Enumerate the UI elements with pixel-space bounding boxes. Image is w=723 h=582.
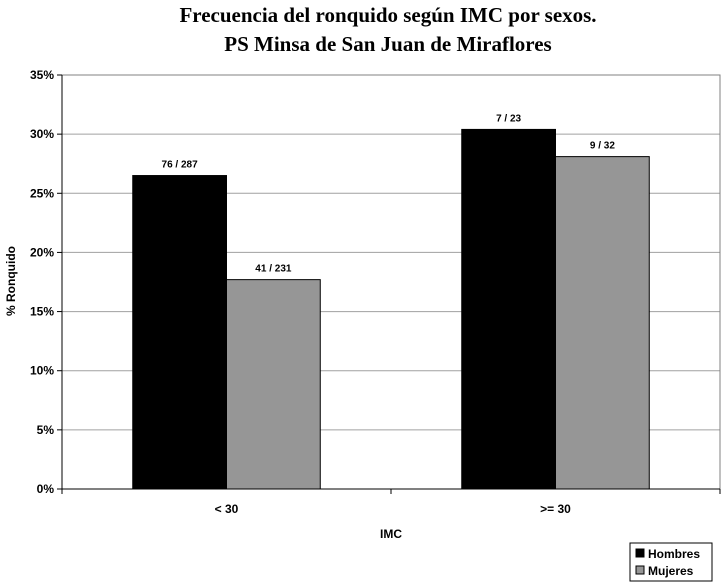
y-tick-label: 5% <box>37 423 55 437</box>
y-tick-label: 15% <box>30 305 54 319</box>
y-tick-label: 10% <box>30 364 54 378</box>
data-label: 76 / 287 <box>162 160 199 171</box>
legend-swatch-hombres <box>635 548 645 558</box>
x-tick-label: < 30 <box>215 502 239 516</box>
bar-mujeres-1 <box>226 279 321 490</box>
y-tick-label: 35% <box>30 68 54 82</box>
y-tick-label: 20% <box>30 245 54 259</box>
legend-swatch-mujeres <box>635 565 645 575</box>
bar-hombres-2 <box>461 128 556 490</box>
legend: Hombres Mujeres <box>629 542 713 582</box>
y-tick-label: 30% <box>30 127 54 141</box>
bars <box>132 128 650 490</box>
chart-title: Frecuencia del ronquido según IMC por se… <box>179 3 596 27</box>
axes <box>57 74 721 494</box>
legend-label-hombres: Hombres <box>648 547 700 561</box>
bar-mujeres-2 <box>555 156 650 490</box>
data-labels: 76 / 287 41 / 231 7 / 23 9 / 32 <box>162 113 616 274</box>
data-label: 9 / 32 <box>590 141 615 152</box>
y-tick-label: 25% <box>30 186 54 200</box>
bar-hombres-1 <box>132 175 227 490</box>
legend-label-mujeres: Mujeres <box>648 564 694 578</box>
x-tick-label: >= 30 <box>540 502 571 516</box>
data-label: 7 / 23 <box>496 113 521 124</box>
chart-subtitle: PS Minsa de San Juan de Miraflores <box>224 32 551 56</box>
y-tick-labels: 0% 5% 10% 15% 20% 25% 30% 35% <box>30 68 54 496</box>
x-tick-labels: < 30 >= 30 <box>215 502 572 516</box>
x-axis-label: IMC <box>380 527 402 541</box>
y-axis-label: % Ronquido <box>4 246 18 316</box>
data-label: 41 / 231 <box>255 264 292 275</box>
y-tick-label: 0% <box>37 482 55 496</box>
